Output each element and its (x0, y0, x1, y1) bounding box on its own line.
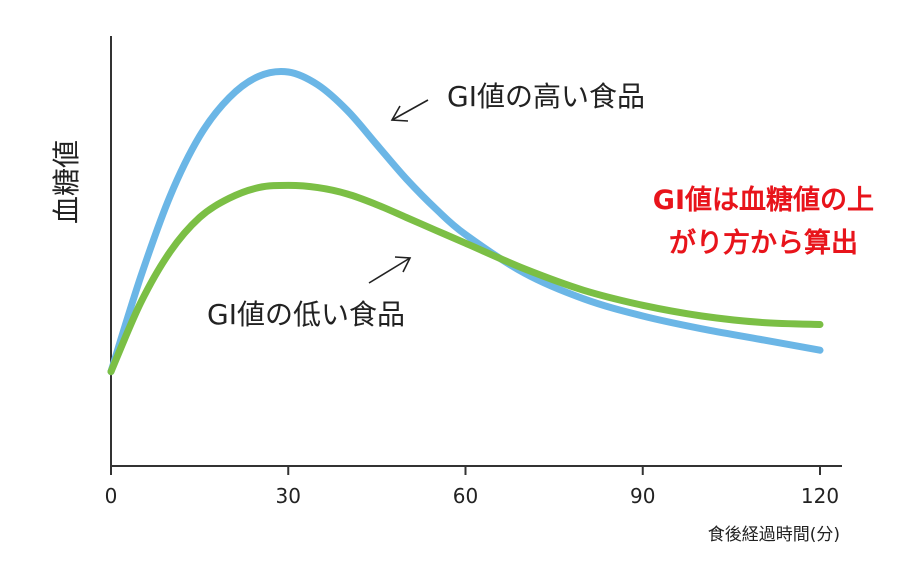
annotation-high-gi: GI値の高い食品 (390, 80, 645, 122)
series-line-low-gi (107, 181, 824, 376)
x-tick-label: 30 (276, 484, 301, 508)
x-tick-label: 0 (105, 484, 118, 508)
x-tick-label: 90 (630, 484, 655, 508)
x-tick-label: 60 (453, 484, 478, 508)
series-label-high-gi: GI値の高い食品 (447, 80, 645, 113)
headline-line-2: がり方から算出 (669, 227, 858, 259)
annotation-low-gi: GI値の低い食品 (207, 256, 412, 331)
series-line-high-gi (107, 67, 824, 376)
x-ticks: 0 30 60 90 120 (105, 466, 839, 508)
annotation-arrowhead-low (394, 256, 412, 273)
x-tick-label: 120 (801, 484, 839, 508)
series-label-low-gi: GI値の低い食品 (207, 298, 405, 331)
annotation-arrow-low (368, 257, 411, 284)
y-axis-title: 血糖値 (50, 140, 83, 224)
headline-line-1: GI値は血糖値の上 (653, 184, 874, 216)
annotation-arrowhead-high (390, 105, 409, 122)
annotation-arrow-high (391, 99, 429, 121)
x-axis-title: 食後経過時間(分) (708, 525, 840, 545)
